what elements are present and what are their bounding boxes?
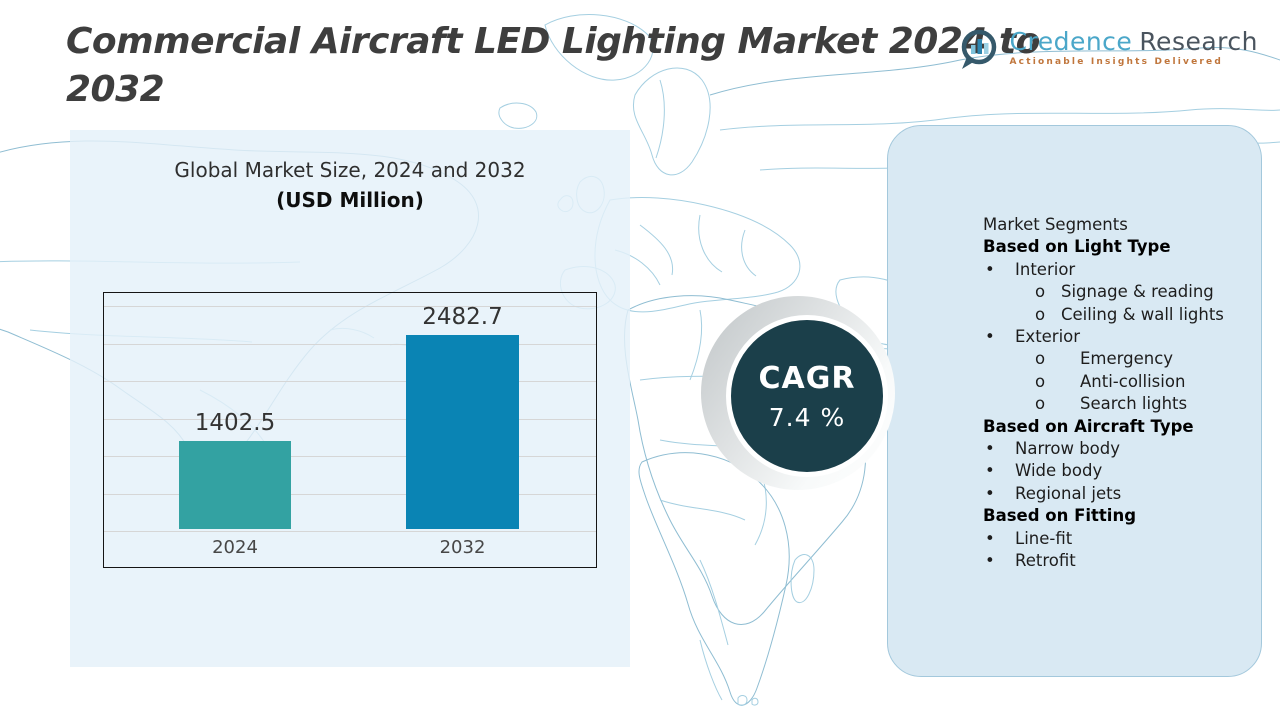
segment-subitem: o Signage & reading — [983, 281, 1253, 303]
segments-header-aircraft-type: Based on Aircraft Type — [983, 416, 1194, 436]
chart-plot-area: 1402.5 2482.7 2024 2032 — [104, 293, 596, 567]
bar-value-2032: 2482.7 — [422, 304, 503, 330]
chart-heading-line2: (USD Million) — [276, 188, 424, 212]
bar-chart: 1402.5 2482.7 2024 2032 — [103, 292, 597, 568]
x-axis-label-2032: 2032 — [439, 537, 486, 558]
bar-value-2024: 1402.5 — [194, 410, 276, 436]
bullet-icon: • — [985, 327, 995, 347]
gridline — [104, 418, 596, 420]
circle-bullet-icon: o — [1035, 371, 1046, 391]
circle-bullet-icon: o — [1035, 304, 1046, 324]
gridline — [104, 306, 596, 307]
gridline — [104, 493, 596, 495]
cagr-value: 7.4 % — [768, 402, 846, 432]
bullet-icon: • — [985, 528, 995, 548]
circle-bullet-icon: o — [1035, 349, 1046, 369]
gridline — [104, 381, 596, 382]
segment-subitem: o Anti-collision — [983, 371, 1253, 393]
cagr-circle: CAGR 7.4 % — [726, 315, 888, 477]
circle-bullet-icon: o — [1035, 282, 1046, 302]
market-segments-panel: Market Segments Based on Light Type • Int… — [887, 125, 1262, 677]
bar-group-2032: 2482.7 — [406, 304, 519, 529]
market-segments-list: Market Segments Based on Light Type • Int… — [983, 214, 1253, 573]
credence-research-logo: Credence Research Actionable Insights Del… — [956, 28, 1258, 76]
gridline — [104, 531, 596, 532]
logo-word-research: Research — [1139, 27, 1258, 56]
bar-chart-bubble-icon — [956, 28, 1002, 76]
segment-subitem: o Search lights — [983, 393, 1253, 415]
chart-heading-line1: Global Market Size, 2024 and 2032 — [174, 158, 526, 182]
circle-bullet-icon: o — [1035, 394, 1046, 414]
market-size-panel — [70, 130, 630, 667]
bar-2024 — [179, 441, 291, 529]
bullet-icon: • — [985, 439, 995, 459]
segment-item: • Interior — [983, 259, 1253, 281]
page-title: Commercial Aircraft LED Lighting Market … — [66, 21, 1040, 110]
bullet-icon: • — [985, 483, 995, 503]
logo-wordmark: Credence Research — [1010, 28, 1258, 55]
bar-group-2024: 1402.5 — [179, 410, 291, 529]
bar-2032 — [406, 335, 519, 529]
segment-item: • Exterior — [983, 326, 1253, 348]
logo-tagline: Actionable Insights Delivered — [1009, 57, 1223, 67]
x-axis-label-2024: 2024 — [212, 537, 258, 558]
segment-item: • Line-fit — [983, 528, 1253, 550]
segments-header-fitting: Based on Fitting — [983, 506, 1137, 526]
segment-subitem: o Ceiling & wall lights — [983, 304, 1253, 326]
bullet-icon: • — [985, 461, 995, 481]
segment-item: • Regional jets — [983, 483, 1253, 505]
segment-item: • Wide body — [983, 460, 1253, 482]
bullet-icon: • — [985, 259, 995, 279]
segments-header-light-type: Based on Light Type — [983, 237, 1171, 257]
cagr-label: CAGR — [758, 360, 856, 396]
logo-word-credence: Credence — [1009, 27, 1133, 56]
bullet-icon: • — [985, 551, 995, 571]
gridline — [104, 456, 596, 457]
gridline — [104, 343, 596, 345]
segment-item: • Narrow body — [983, 438, 1253, 460]
chart-heading: Global Market Size, 2024 and 2032 (USD M… — [103, 158, 597, 212]
segment-subitem: o Emergency — [983, 348, 1253, 370]
segment-item: • Retrofit — [983, 550, 1253, 572]
segments-title: Market Segments — [983, 215, 1128, 234]
